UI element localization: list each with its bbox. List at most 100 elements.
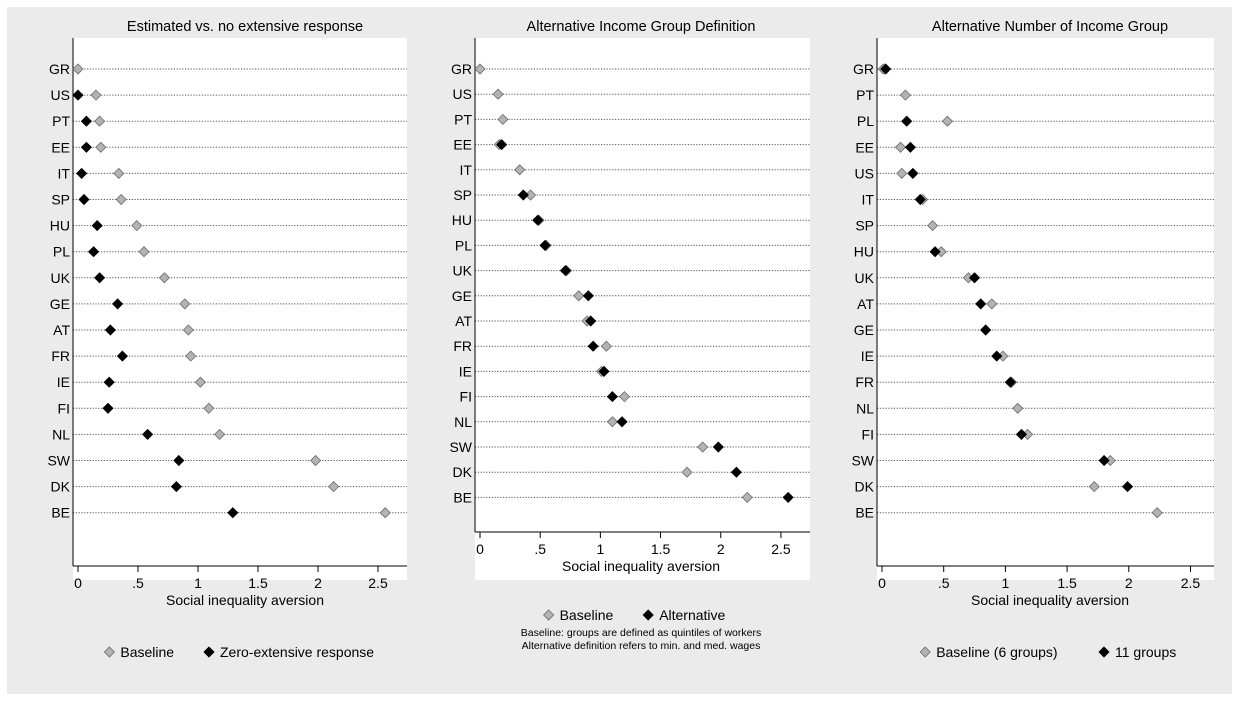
chart-note: Alternative definition refers to min. an… bbox=[522, 640, 761, 652]
chart-panel-3: Alternative Number of Income Group GR PT PL… bbox=[851, 19, 1214, 660]
marker-alternative bbox=[730, 466, 742, 478]
country-label: GE bbox=[452, 288, 472, 304]
marker-alternative bbox=[72, 89, 84, 101]
marker-baseline bbox=[138, 246, 150, 258]
marker-alternative bbox=[94, 272, 106, 284]
country-label: AT bbox=[53, 322, 70, 338]
legend-marker bbox=[1098, 646, 1110, 658]
marker-baseline bbox=[179, 298, 191, 310]
country-label: HU bbox=[50, 218, 70, 234]
marker-baseline bbox=[214, 428, 226, 440]
x-tick-label: 2 bbox=[1125, 575, 1133, 591]
marker-baseline bbox=[927, 220, 939, 232]
marker-alternative bbox=[170, 481, 182, 493]
country-label: PL bbox=[857, 113, 874, 129]
country-label: EE bbox=[855, 139, 874, 155]
country-label: IE bbox=[57, 374, 70, 390]
country-label: PL bbox=[455, 237, 472, 253]
legend-marker bbox=[543, 609, 555, 621]
country-label: SP bbox=[453, 187, 472, 203]
country-label: IT bbox=[460, 162, 473, 178]
marker-baseline bbox=[203, 402, 215, 414]
x-tick-label: 1.5 bbox=[248, 575, 268, 591]
country-label: AT bbox=[857, 296, 874, 312]
marker-baseline bbox=[94, 115, 106, 127]
x-axis-label: Social inequality aversion bbox=[166, 592, 324, 608]
x-tick-label: 2.5 bbox=[368, 575, 388, 591]
country-label: UK bbox=[453, 263, 473, 279]
marker-alternative bbox=[782, 491, 794, 503]
marker-alternative bbox=[78, 193, 90, 206]
marker-alternative bbox=[173, 454, 185, 467]
marker-alternative bbox=[585, 315, 597, 327]
marker-baseline bbox=[941, 115, 953, 127]
marker-baseline bbox=[158, 272, 170, 284]
legend-label: Baseline (6 groups) bbox=[936, 644, 1057, 660]
x-tick-label: 2 bbox=[717, 541, 725, 557]
marker-alternative bbox=[606, 391, 618, 403]
country-label: SP bbox=[855, 218, 874, 234]
marker-alternative bbox=[1004, 376, 1016, 388]
marker-alternative bbox=[539, 239, 551, 251]
country-label: FR bbox=[855, 374, 874, 390]
country-label: NL bbox=[856, 400, 874, 416]
chart-title: Estimated vs. no extensive response bbox=[127, 19, 363, 35]
chart-title: Alternative Income Group Definition bbox=[527, 19, 756, 35]
country-label: GR bbox=[49, 61, 70, 77]
marker-alternative bbox=[116, 350, 128, 362]
country-label: BE bbox=[51, 505, 70, 521]
legend-label: 11 groups bbox=[1115, 644, 1176, 660]
chart-title: Alternative Number of Income Group bbox=[932, 19, 1168, 35]
marker-baseline bbox=[113, 167, 125, 179]
country-label: SW bbox=[851, 453, 874, 469]
country-label: BE bbox=[453, 489, 472, 505]
x-tick-label: .5 bbox=[938, 575, 950, 591]
country-label: IE bbox=[459, 363, 472, 379]
plot-area bbox=[877, 38, 1214, 580]
marker-alternative bbox=[929, 246, 941, 258]
x-tick-label: 1 bbox=[1001, 575, 1009, 591]
marker-baseline bbox=[986, 298, 998, 310]
marker-alternative bbox=[914, 193, 926, 206]
marker-alternative bbox=[975, 298, 987, 310]
marker-alternative bbox=[103, 376, 115, 388]
country-label: PL bbox=[53, 244, 70, 260]
legend: Baseline (6 groups) 11 groups bbox=[919, 644, 1176, 660]
country-label: EE bbox=[453, 137, 472, 153]
marker-alternative bbox=[598, 365, 610, 377]
legend-label: Baseline bbox=[560, 607, 614, 623]
country-label: BE bbox=[855, 505, 874, 521]
legend-label: Alternative bbox=[659, 607, 725, 623]
marker-alternative bbox=[907, 167, 919, 179]
country-label: FI bbox=[460, 389, 472, 405]
country-label: IT bbox=[58, 165, 71, 181]
marker-alternative bbox=[901, 115, 913, 127]
marker-alternative bbox=[88, 246, 100, 258]
marker-alternative bbox=[517, 189, 529, 201]
country-label: DK bbox=[453, 464, 473, 480]
country-label: PT bbox=[52, 113, 70, 129]
x-tick-label: 2 bbox=[314, 575, 322, 591]
country-label: US bbox=[855, 165, 874, 181]
legend: Baseline Alternative bbox=[543, 607, 726, 623]
x-axis-label: Social inequality aversion bbox=[971, 592, 1129, 608]
marker-alternative bbox=[142, 428, 154, 440]
marker-alternative bbox=[587, 340, 599, 352]
plot-area bbox=[73, 38, 407, 580]
x-tick-label: .5 bbox=[132, 575, 144, 591]
country-label: PT bbox=[856, 87, 874, 103]
chart-note: Baseline: groups are defined as quintile… bbox=[521, 627, 761, 639]
marker-baseline bbox=[182, 324, 194, 336]
marker-baseline bbox=[1151, 507, 1163, 519]
x-tick-label: 0 bbox=[476, 541, 484, 557]
country-label: FR bbox=[51, 348, 70, 364]
country-label: GR bbox=[853, 61, 874, 77]
marker-alternative bbox=[1098, 454, 1110, 467]
marker-baseline bbox=[1012, 402, 1024, 414]
marker-alternative bbox=[980, 324, 992, 336]
x-tick-label: 0 bbox=[878, 575, 886, 591]
marker-baseline bbox=[618, 391, 631, 403]
marker-baseline bbox=[894, 141, 907, 153]
marker-alternative bbox=[91, 220, 103, 232]
country-label: HU bbox=[452, 212, 472, 228]
